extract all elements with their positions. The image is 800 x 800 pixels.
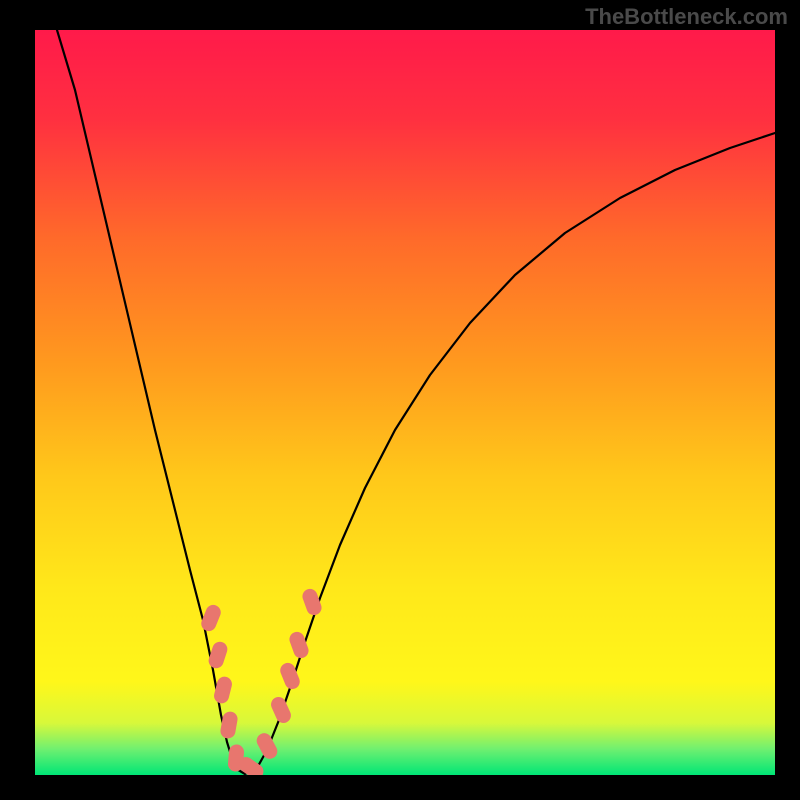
data-marker	[213, 676, 233, 705]
data-marker	[255, 731, 280, 761]
data-marker	[269, 695, 292, 724]
watermark-text: TheBottleneck.com	[585, 4, 788, 30]
data-marker	[200, 603, 223, 632]
data-marker	[207, 640, 228, 669]
bottleneck-curve	[57, 30, 775, 774]
data-marker	[220, 711, 238, 739]
chart-container: TheBottleneck.com	[0, 0, 800, 800]
data-marker	[301, 587, 323, 616]
plot-area	[35, 30, 775, 775]
curve-layer	[35, 30, 775, 775]
